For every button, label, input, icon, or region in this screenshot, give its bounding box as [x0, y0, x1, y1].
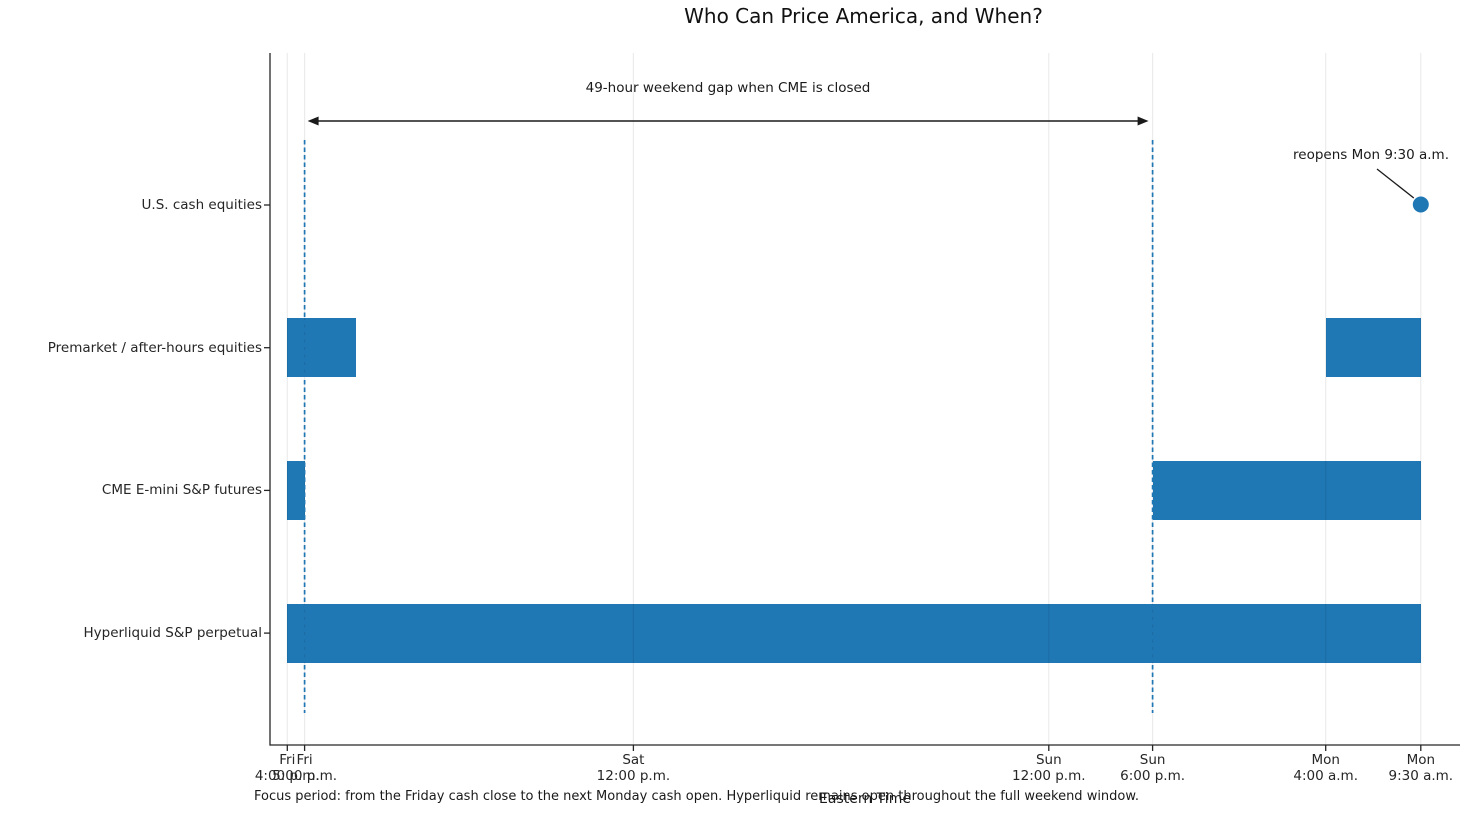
x-tick-day: Fri	[296, 752, 313, 768]
x-tick-time: 12:00 p.m.	[596, 768, 671, 784]
y-axis-label: Premarket / after-hours equities	[47, 339, 262, 356]
x-tick-time: 5:00 p.m.	[272, 768, 338, 784]
x-tick-time: 4:00 p.m.	[254, 768, 320, 784]
y-axis-label: Hyperliquid S&P perpetual	[83, 625, 262, 642]
open-session-bar	[287, 460, 305, 520]
y-axis-label: U.S. cash equities	[141, 197, 262, 213]
x-tick-label: Fri 4:00 p.m.	[217, 752, 357, 784]
x-tick-time: 4:00 a.m.	[1293, 768, 1358, 784]
x-tick-day: Sun	[1139, 752, 1166, 768]
x-tick-label: Mon 4:00 a.m.	[1256, 752, 1396, 784]
x-tick-label: Fri 5:00 p.m.	[235, 752, 375, 784]
x-tick-label: Sun 6:00 p.m.	[1083, 752, 1223, 784]
x-tick-label: Sat 12:00 p.m.	[563, 752, 703, 784]
x-tick-time: 12:00 p.m.	[1012, 768, 1086, 784]
x-tick-label: Sun 12:00 p.m.	[979, 752, 1119, 784]
x-tick-time: 6:00 p.m.	[1120, 768, 1186, 784]
y-axis-label: CME E-mini S&P futures	[101, 482, 262, 499]
x-tick-time: 9:30 a.m.	[1388, 768, 1454, 784]
x-tick-day: Sun	[1035, 752, 1062, 768]
x-tick-day: Mon	[1406, 752, 1436, 768]
x-axis-title: Eastern Time	[819, 791, 911, 807]
open-session-bar	[1325, 318, 1421, 378]
open-session-bar	[287, 603, 1421, 663]
gap-annotation-label: 49-hour weekend gap when CME is closed	[585, 80, 871, 96]
x-tick-label: Mon 9:30 a.m.	[1351, 752, 1463, 784]
x-tick-day: Sat	[622, 752, 645, 768]
chart-title: Who Can Price America, and When?	[684, 4, 1043, 28]
footnote: Focus period: from the Friday cash close…	[254, 789, 1139, 804]
reopen-annotation-label: reopens Mon 9:30 a.m.	[1293, 147, 1449, 163]
open-session-bar	[1152, 460, 1421, 520]
open-session-bar	[287, 318, 357, 378]
x-tick-day: Mon	[1311, 752, 1340, 768]
x-tick-day: Fri	[279, 752, 296, 768]
